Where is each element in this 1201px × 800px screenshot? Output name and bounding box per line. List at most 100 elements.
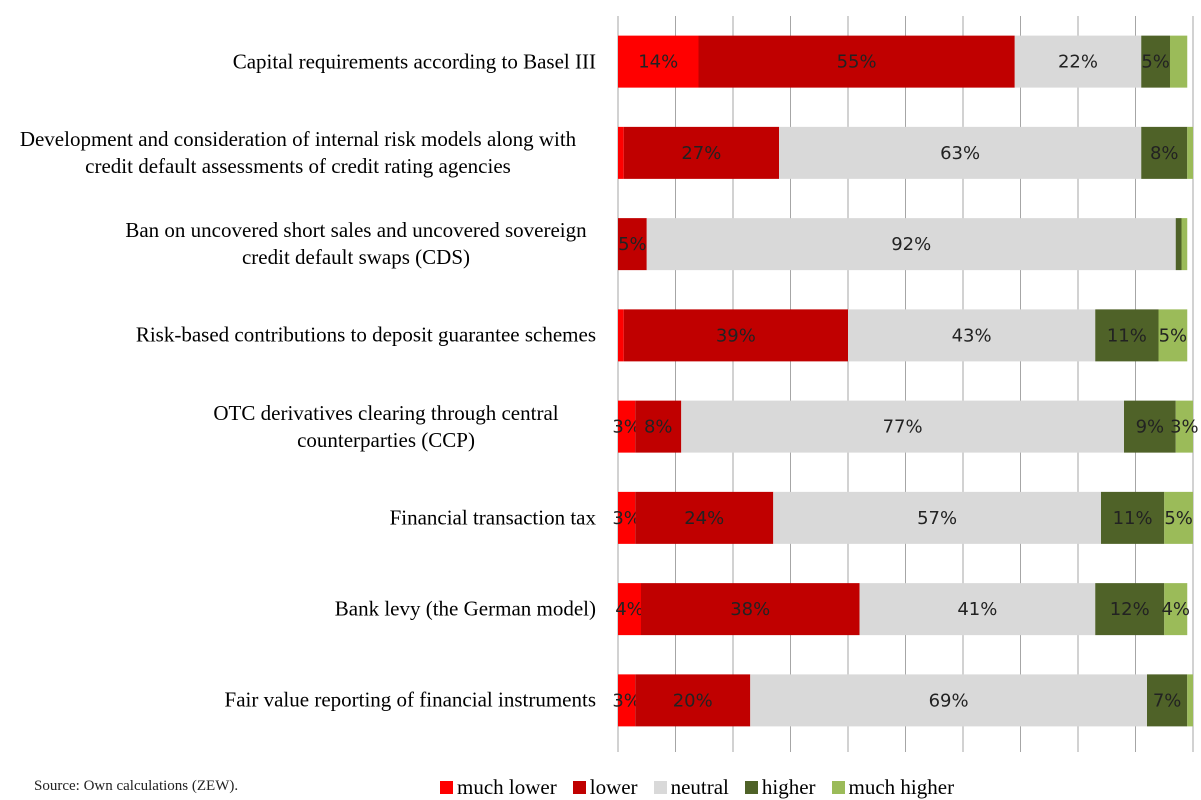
data-label: 4% [615, 599, 644, 620]
legend-label: lower [589, 775, 638, 799]
bar-segment [1175, 218, 1182, 271]
data-label: 11% [1107, 325, 1147, 346]
legend-label: higher [761, 775, 816, 799]
bar-segment [1141, 35, 1170, 88]
bar-segment [635, 400, 682, 453]
data-label: 3% [612, 508, 641, 529]
bar-segment [1175, 400, 1193, 453]
category-label-box: Bank levy (the German model) [335, 596, 596, 623]
category-label: Risk-based contributions to deposit guar… [135, 322, 596, 347]
data-label: 63% [940, 143, 980, 164]
data-label: 5% [618, 234, 647, 255]
category-label: Fair value reporting of financial instru… [224, 687, 596, 712]
legend-swatch [440, 781, 453, 794]
bar-segment [618, 491, 636, 544]
bar-segment [618, 400, 636, 453]
bar-segment [618, 309, 624, 362]
bar-segment [1187, 126, 1193, 179]
bar-segment [1187, 674, 1193, 727]
data-label: 20% [673, 690, 713, 711]
bar-segment [1141, 126, 1188, 179]
bar-segment [1147, 674, 1188, 727]
bar-segment [1124, 400, 1176, 453]
bar-segment [623, 126, 779, 179]
category-label-box: Financial transaction tax [390, 504, 596, 531]
bar-segment [635, 674, 751, 727]
data-label: 27% [681, 143, 721, 164]
data-label: 57% [917, 508, 957, 529]
data-label: 9% [1136, 417, 1165, 438]
data-label: 41% [957, 599, 997, 620]
data-label: 7% [1153, 690, 1182, 711]
legend-swatch [653, 781, 667, 794]
bar-segment [750, 674, 1147, 727]
data-label: 38% [730, 599, 770, 620]
bar-segment [1014, 35, 1142, 88]
bar-segment [698, 35, 1015, 88]
category-label-box: OTC derivatives clearing through central… [176, 400, 596, 454]
category-label-box: Fair value reporting of financial instru… [225, 687, 596, 714]
category-label-box: Development and consideration of interna… [0, 126, 596, 180]
bar-segment [681, 400, 1124, 453]
bar-segment [618, 126, 624, 179]
category-label-box: Ban on uncovered short sales and uncover… [116, 217, 596, 271]
bar-segment [1164, 491, 1193, 544]
legend-label: much lower [457, 775, 557, 799]
legend-swatch [572, 781, 586, 794]
data-label: 55% [837, 52, 877, 73]
bar-segment [1095, 309, 1159, 362]
data-label: 3% [612, 417, 641, 438]
legend-swatch [831, 781, 845, 794]
bar-segment [1158, 309, 1188, 362]
bar-segment [641, 583, 860, 636]
category-label: Financial transaction tax [389, 505, 596, 530]
legend-item: higher [744, 775, 816, 800]
data-label: 5% [1164, 508, 1193, 529]
chart: 14% 55% 22% 5%27% 63% 8%5% 92%39% 43% 11% 5%3% 8% 7… [612, 16, 1199, 752]
legend-item: much lower [440, 775, 557, 800]
data-label: 14% [638, 52, 678, 73]
data-label: 3% [612, 690, 641, 711]
data-label: 43% [952, 325, 992, 346]
category-label-box: Capital requirements according to Basel … [233, 48, 596, 75]
data-label: 12% [1110, 599, 1150, 620]
category-label-box: Risk-based contributions to deposit guar… [136, 322, 596, 349]
source-note: Source: Own calculations (ZEW). [34, 778, 239, 794]
bar-segment [1101, 491, 1165, 544]
bar-segment [779, 126, 1142, 179]
data-label: 24% [684, 508, 724, 529]
bar-segment [1095, 583, 1165, 636]
bar-segment [1170, 35, 1188, 88]
bar-segment [635, 491, 774, 544]
bar-segment [618, 583, 641, 636]
legend-label: neutral [670, 775, 729, 799]
data-label: 22% [1058, 52, 1098, 73]
data-label: 5% [1141, 52, 1170, 73]
bar-segment [618, 35, 699, 88]
category-label: Development and consideration of interna… [19, 126, 577, 178]
bar-segment [773, 491, 1101, 544]
legend-label: much higher [848, 775, 955, 799]
legend: much lower lower neutral higher much higher [440, 775, 954, 800]
bar-segment [1164, 583, 1188, 636]
data-label: 69% [929, 690, 969, 711]
data-label: 11% [1113, 508, 1153, 529]
data-label: 77% [883, 417, 923, 438]
legend-item: much higher [831, 775, 955, 800]
bar-segment [646, 218, 1176, 271]
legend-item: lower [572, 775, 638, 800]
legend-swatch [744, 781, 758, 794]
data-label: 4% [1161, 599, 1190, 620]
data-label: 8% [644, 417, 673, 438]
data-label: 5% [1159, 325, 1188, 346]
data-label: 3% [1170, 417, 1199, 438]
data-label: 92% [891, 234, 931, 255]
bar-segment [848, 309, 1096, 362]
category-label: Bank levy (the German model) [334, 596, 596, 621]
bar-segment [1181, 218, 1188, 271]
category-label: OTC derivatives clearing through central… [213, 400, 559, 452]
data-label: 39% [716, 325, 756, 346]
bar-segment [618, 218, 647, 271]
data-label: 8% [1150, 143, 1179, 164]
